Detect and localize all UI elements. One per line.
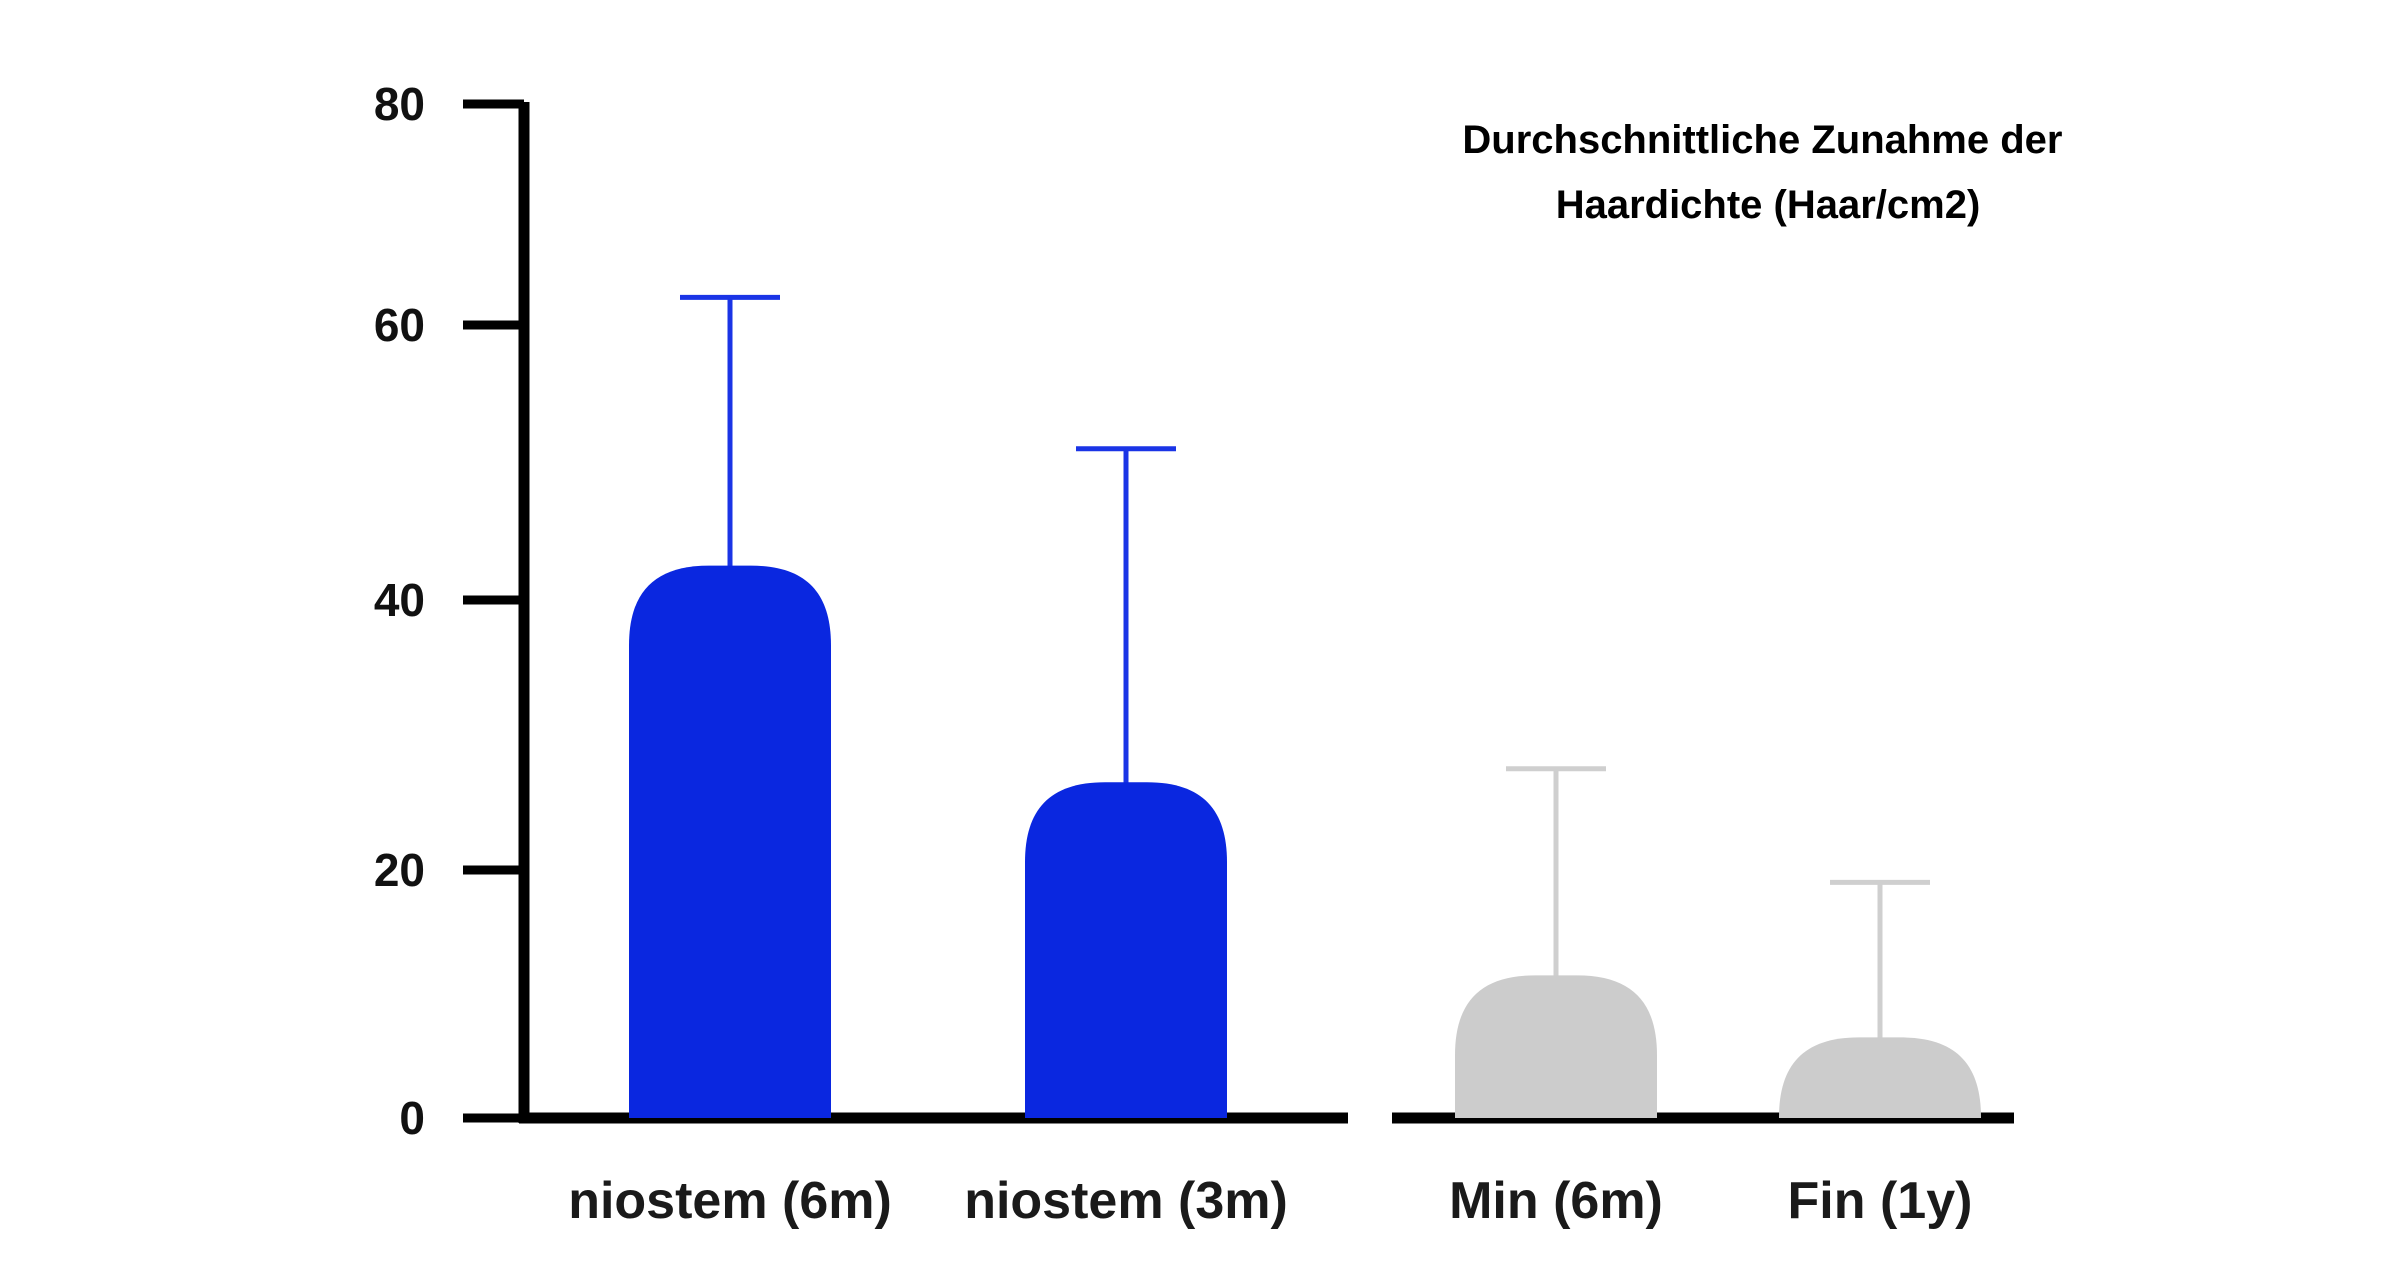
chart-title: Durchschnittliche Zunahme der Haardichte… xyxy=(1462,118,2073,227)
y-tick-label-80: 80 xyxy=(374,78,425,130)
category-label-2: niostem (3m) xyxy=(964,1172,1288,1230)
y-tick-label-20: 20 xyxy=(374,844,425,896)
category-label-4: Fin (1y) xyxy=(1788,1172,1973,1230)
chart-title-line-1: Durchschnittliche Zunahme der xyxy=(1462,118,2062,162)
bar-2 xyxy=(1025,782,1227,1118)
category-label-3: Min (6m) xyxy=(1449,1172,1663,1230)
y-tick-label-40: 40 xyxy=(374,574,425,626)
category-label-1: niostem (6m) xyxy=(568,1172,892,1230)
chart-title-line-2: Haardichte (Haar/cm2) xyxy=(1556,183,1981,227)
y-tick-label-60: 60 xyxy=(374,299,425,351)
bar-4 xyxy=(1779,1037,1981,1118)
y-tick-label-0: 0 xyxy=(399,1092,425,1144)
labels: niostem (6m) niostem (3m) Min (6m) Fin (1y) xyxy=(568,1172,1972,1230)
bar-1 xyxy=(629,565,831,1118)
bar-3 xyxy=(1455,975,1657,1118)
bars xyxy=(629,294,1981,1118)
